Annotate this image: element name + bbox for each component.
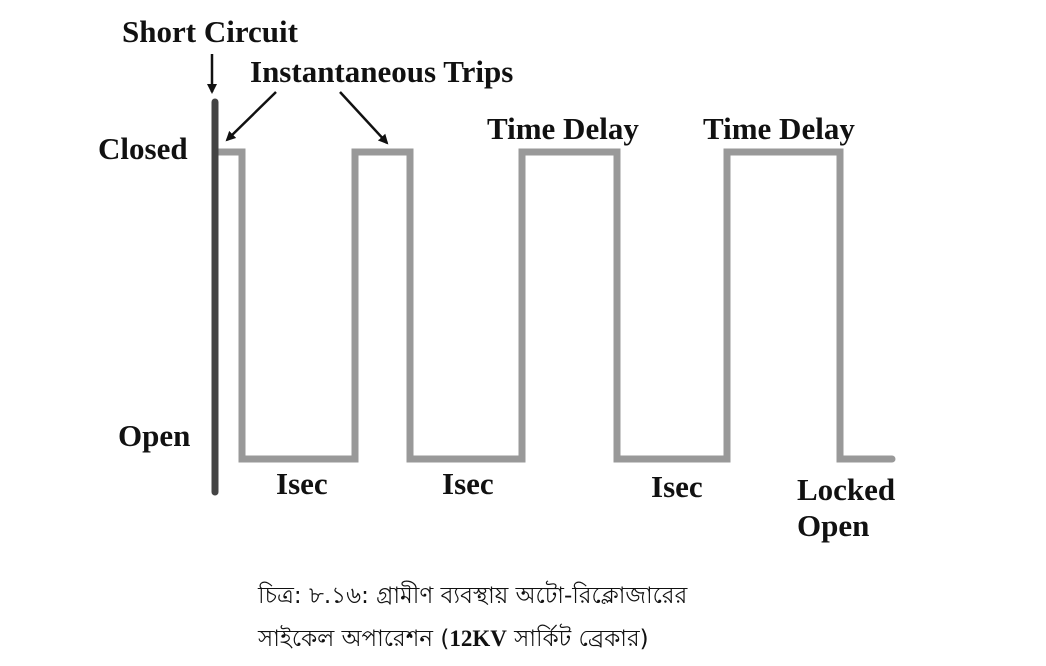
figure-caption-line-2: সাইকেল অপারেশন (12KV সার্কিট ব্রেকার) [258,620,649,659]
instantaneous-trip-arrow-1 [225,91,277,142]
time-delay-label-2: Time Delay [703,111,855,146]
breaker-state-waveform [211,148,896,463]
figure-caption-line-1: চিত্র: ৮.১৬: গ্রামীণ ব্যবস্থায় অটো-রিক্… [258,583,688,609]
closed-state-label: Closed [98,131,188,166]
isec-label-1: Isec [276,466,328,501]
caption-prefix: সাইকেল অপারেশন ( [258,626,450,652]
time-delay-label-1: Time Delay [487,111,639,146]
open-state-label: Open [118,418,190,453]
caption-suffix: সার্কিট ব্রেকার) [506,626,649,652]
isec-label-3: Isec [651,469,703,504]
caption-voltage: 12KV [449,626,507,651]
locked-label: Locked [797,472,895,507]
short-circuit-label: Short Circuit [122,14,299,49]
instantaneous-trips-label: Instantaneous Trips [250,54,513,89]
isec-label-2: Isec [442,466,494,501]
locked-open-label: Open [797,508,869,543]
instantaneous-trip-arrow-2 [339,91,389,145]
